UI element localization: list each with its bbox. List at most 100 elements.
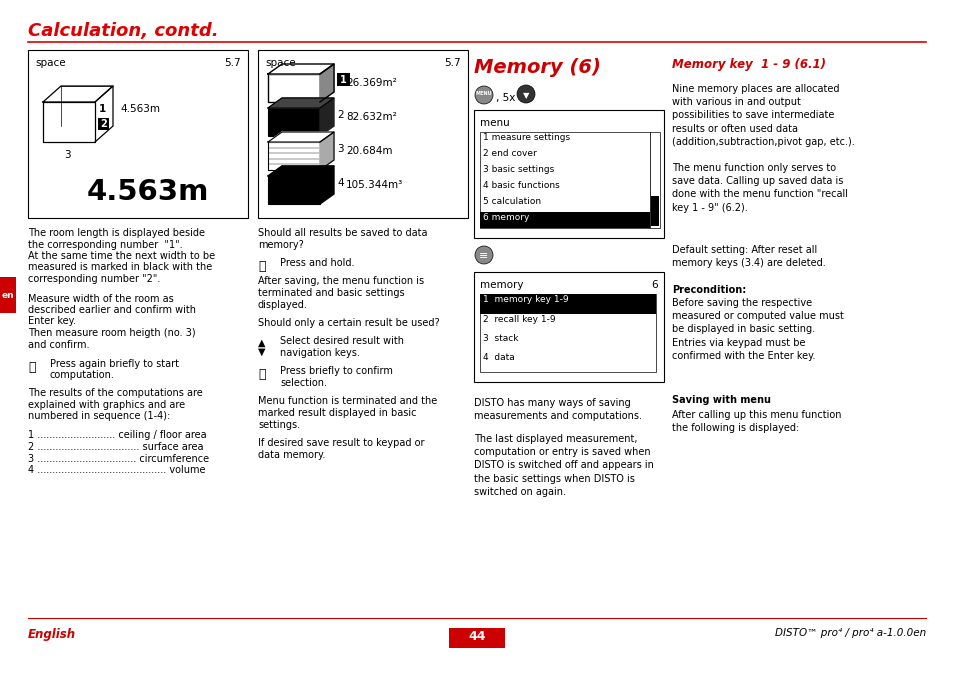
Bar bbox=[257, 50, 468, 218]
Text: Memory key  1 - 9 (6.1): Memory key 1 - 9 (6.1) bbox=[671, 58, 825, 71]
Text: ▼: ▼ bbox=[522, 91, 529, 100]
Text: 3  stack: 3 stack bbox=[482, 334, 518, 343]
Text: Nine memory places are allocated
with various in and output
possibilities to sav: Nine memory places are allocated with va… bbox=[671, 84, 854, 147]
Text: memory: memory bbox=[479, 280, 523, 290]
Text: 3 basic settings: 3 basic settings bbox=[482, 165, 554, 174]
Text: 20.684m: 20.684m bbox=[346, 146, 392, 156]
Text: 4: 4 bbox=[336, 178, 343, 188]
Text: Press and hold.: Press and hold. bbox=[280, 258, 355, 268]
Text: 5.7: 5.7 bbox=[444, 58, 460, 68]
Bar bbox=[28, 50, 248, 218]
Text: 2 .................................. surface area: 2 .................................. sur… bbox=[28, 442, 203, 452]
Text: computation.: computation. bbox=[50, 371, 114, 381]
Text: DISTO™ pro⁴ / pro⁴ a-1.0.0en: DISTO™ pro⁴ / pro⁴ a-1.0.0en bbox=[774, 628, 925, 638]
Text: 3 ................................. circumference: 3 ................................. circ… bbox=[28, 454, 209, 464]
Text: 5 calculation: 5 calculation bbox=[482, 197, 540, 206]
Polygon shape bbox=[319, 98, 334, 136]
Text: settings.: settings. bbox=[257, 419, 300, 429]
Text: 44: 44 bbox=[468, 630, 485, 643]
Text: 105.344m³: 105.344m³ bbox=[346, 180, 403, 190]
Text: Calculation, contd.: Calculation, contd. bbox=[28, 22, 218, 40]
Text: marked result displayed in basic: marked result displayed in basic bbox=[257, 408, 416, 418]
Polygon shape bbox=[319, 132, 334, 170]
Text: , 5x: , 5x bbox=[496, 93, 515, 103]
Text: navigation keys.: navigation keys. bbox=[280, 348, 359, 358]
Text: ≡: ≡ bbox=[478, 251, 488, 261]
Text: The last displayed measurement,
computation or entry is saved when
DISTO is swit: The last displayed measurement, computat… bbox=[474, 434, 653, 497]
Circle shape bbox=[517, 85, 535, 103]
Bar bbox=[268, 176, 319, 204]
Bar bbox=[0, 277, 16, 313]
Text: Menu function is terminated and the: Menu function is terminated and the bbox=[257, 396, 436, 406]
Bar bbox=[650, 196, 659, 226]
Circle shape bbox=[475, 86, 493, 104]
Circle shape bbox=[475, 246, 493, 264]
Text: Saving with menu: Saving with menu bbox=[671, 395, 770, 405]
Bar bbox=[268, 74, 319, 102]
Text: 1 measure settings: 1 measure settings bbox=[482, 133, 570, 142]
Text: menu: menu bbox=[479, 118, 509, 128]
Text: 1: 1 bbox=[99, 104, 106, 114]
Text: numbered in sequence (1-4):: numbered in sequence (1-4): bbox=[28, 411, 170, 421]
Text: If desired save result to keypad or: If desired save result to keypad or bbox=[257, 438, 424, 448]
Bar bbox=[474, 110, 663, 238]
Text: terminated and basic settings: terminated and basic settings bbox=[257, 288, 404, 298]
Text: corresponding number "2".: corresponding number "2". bbox=[28, 274, 160, 284]
Text: Press briefly to confirm: Press briefly to confirm bbox=[280, 367, 393, 377]
Text: 82.632m²: 82.632m² bbox=[346, 112, 396, 122]
Bar bbox=[268, 142, 319, 170]
Text: 3: 3 bbox=[336, 144, 343, 154]
Text: 2: 2 bbox=[336, 110, 343, 120]
Text: memory?: memory? bbox=[257, 239, 303, 249]
Text: 6 memory: 6 memory bbox=[482, 213, 529, 222]
Polygon shape bbox=[319, 64, 334, 102]
Text: After calling up this menu function
the following is displayed:: After calling up this menu function the … bbox=[671, 410, 841, 433]
Bar bbox=[479, 294, 656, 313]
Text: 1 .......................... ceiling / floor area: 1 .......................... ceiling / f… bbox=[28, 431, 207, 441]
Text: 26.369m²: 26.369m² bbox=[346, 78, 396, 88]
Text: data memory.: data memory. bbox=[257, 450, 325, 460]
Text: ▼: ▼ bbox=[257, 346, 265, 357]
Text: DISTO has many ways of saving
measurements and computations.: DISTO has many ways of saving measuremen… bbox=[474, 398, 641, 421]
Text: The menu function only serves to
save data. Calling up saved data is
done with t: The menu function only serves to save da… bbox=[671, 163, 847, 212]
Text: Memory (6): Memory (6) bbox=[474, 58, 600, 77]
Text: Measure width of the room as: Measure width of the room as bbox=[28, 293, 173, 303]
Text: Default setting: After reset all
memory keys (3.4) are deleted.: Default setting: After reset all memory … bbox=[671, 245, 825, 268]
Text: 3: 3 bbox=[64, 150, 71, 160]
Text: 2 end cover: 2 end cover bbox=[482, 149, 537, 158]
Text: space: space bbox=[35, 58, 66, 68]
Text: Then measure room heigth (no. 3): Then measure room heigth (no. 3) bbox=[28, 328, 195, 338]
Text: 2  recall key 1-9: 2 recall key 1-9 bbox=[482, 315, 555, 324]
Text: At the same time the next width to be: At the same time the next width to be bbox=[28, 251, 214, 261]
Text: English: English bbox=[28, 628, 76, 641]
Text: space: space bbox=[265, 58, 295, 68]
Text: ⎙: ⎙ bbox=[28, 361, 35, 374]
Bar bbox=[474, 272, 663, 382]
Text: en: en bbox=[2, 290, 14, 299]
Text: measured is marked in black with the: measured is marked in black with the bbox=[28, 262, 212, 272]
Text: 1  memory key 1-9: 1 memory key 1-9 bbox=[482, 295, 568, 304]
Polygon shape bbox=[268, 166, 334, 176]
Text: displayed.: displayed. bbox=[257, 299, 308, 309]
Text: the corresponding number  "1".: the corresponding number "1". bbox=[28, 239, 182, 249]
Text: Precondition:: Precondition: bbox=[671, 285, 745, 295]
Bar bbox=[449, 628, 504, 648]
Bar bbox=[479, 132, 649, 228]
Text: Select desired result with: Select desired result with bbox=[280, 336, 403, 346]
Text: The room length is displayed beside: The room length is displayed beside bbox=[28, 228, 205, 238]
Bar bbox=[98, 118, 109, 130]
Text: Press again briefly to start: Press again briefly to start bbox=[50, 359, 179, 369]
Polygon shape bbox=[268, 98, 334, 108]
Polygon shape bbox=[268, 64, 334, 74]
Text: ▲: ▲ bbox=[257, 338, 265, 348]
Text: 6: 6 bbox=[651, 280, 658, 290]
Text: selection.: selection. bbox=[280, 378, 327, 388]
Bar bbox=[649, 132, 659, 228]
Polygon shape bbox=[268, 132, 334, 142]
Text: explained with graphics and are: explained with graphics and are bbox=[28, 400, 185, 410]
Text: The results of the computations are: The results of the computations are bbox=[28, 388, 203, 398]
Bar bbox=[336, 73, 350, 86]
Text: 4  data: 4 data bbox=[482, 353, 515, 363]
Text: 4 ........................................... volume: 4 ......................................… bbox=[28, 465, 205, 475]
Bar bbox=[479, 212, 649, 228]
